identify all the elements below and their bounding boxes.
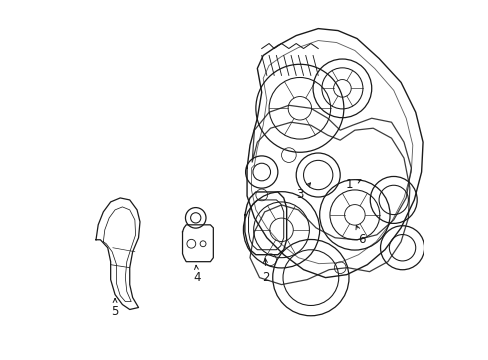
Text: 2: 2	[261, 258, 268, 284]
Text: 1: 1	[346, 179, 360, 192]
Text: 4: 4	[193, 265, 201, 284]
Text: 5: 5	[111, 298, 119, 318]
Text: 6: 6	[355, 225, 365, 246]
Text: 3: 3	[296, 183, 310, 202]
